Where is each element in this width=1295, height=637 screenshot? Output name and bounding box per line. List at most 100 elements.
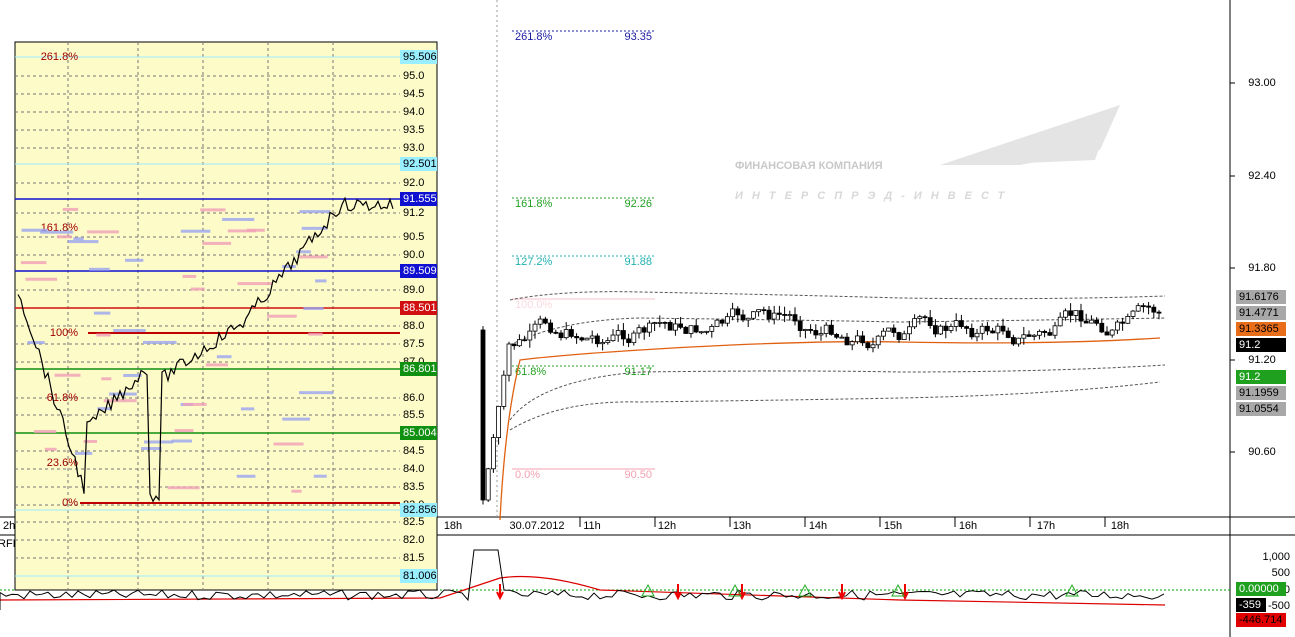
inset-axis-label: 93.0: [403, 142, 424, 154]
candle-body: [667, 322, 673, 331]
inset-tag-box: [400, 569, 437, 583]
candle-body: [990, 330, 995, 334]
volume-profile: [68, 240, 99, 244]
volume-profile: [183, 402, 207, 406]
volume-profile: [123, 373, 142, 377]
candle-body: [761, 309, 767, 312]
volume-profile: [62, 207, 79, 211]
candle-body: [688, 325, 694, 334]
indicator-axis-label: 500: [1272, 567, 1290, 579]
volume-profile: [299, 391, 334, 395]
candle-body: [704, 330, 709, 333]
candle-body: [615, 330, 621, 336]
fib-ratio: 100.0%: [515, 299, 553, 311]
volume-profile: [298, 255, 328, 259]
candle-body: [1047, 332, 1053, 336]
candle-body: [855, 335, 860, 343]
fib-price: 90.50: [624, 469, 652, 481]
candle-body: [563, 329, 569, 339]
candle-body: [1000, 325, 1006, 332]
price-tag: 91.2: [1239, 371, 1260, 383]
volume-profile: [21, 228, 48, 232]
volume-profile: [125, 258, 144, 262]
candle-body: [823, 324, 829, 334]
candle-body: [626, 338, 631, 344]
candle-body: [803, 329, 808, 331]
price-axis-label: 93.00: [1248, 77, 1276, 89]
buy-arrow: [798, 583, 812, 597]
candle-body: [496, 405, 502, 438]
inset-axis-label: 88.501: [403, 302, 437, 314]
candle-body: [1125, 316, 1131, 324]
volume-profile: [296, 250, 311, 254]
candle-body: [1073, 310, 1079, 316]
volume-profile: [282, 265, 296, 269]
inset-axis-label: 85.004: [403, 427, 437, 439]
volume-profile: [315, 279, 327, 283]
candle-body: [777, 312, 782, 315]
volume-profile: [144, 440, 174, 444]
candle-body: [1052, 325, 1058, 336]
time-axis-label: 17h: [1037, 520, 1055, 532]
volume-profile: [301, 226, 328, 230]
fib-ratio: 0.0%: [515, 469, 540, 481]
inset-tag-box: [400, 157, 437, 171]
candle-body: [792, 314, 798, 322]
candle-body: [751, 311, 756, 319]
inset-fib-label: 261.8%: [41, 51, 79, 63]
indicator-signal: [0, 575, 1166, 606]
candle-body: [730, 308, 735, 318]
candle-body: [917, 316, 923, 319]
candle-body: [985, 325, 990, 332]
volume-profile: [237, 282, 273, 286]
candle-body: [485, 468, 491, 501]
candle-body: [907, 326, 912, 335]
volume-profile: [113, 329, 146, 333]
candle-body: [1094, 319, 1099, 324]
candle-body: [527, 330, 533, 341]
candle-body: [480, 329, 486, 501]
candle-body: [501, 374, 507, 407]
candle-body: [1026, 334, 1032, 337]
volume-profile: [44, 447, 57, 451]
volume-profile: [202, 241, 232, 245]
buy-arrow: [728, 583, 742, 597]
volume-profile: [303, 306, 324, 310]
candle-body: [589, 335, 595, 339]
price-tag: 91.1959: [1239, 387, 1279, 399]
volume-profile: [171, 439, 192, 443]
indicator-line: [0, 549, 1165, 610]
fib-price: 91.88: [624, 256, 652, 268]
price-tag-box: [1236, 306, 1286, 320]
indicator-axis-label: 1,000: [1262, 551, 1290, 563]
inset-axis-label: 83.5: [403, 481, 424, 493]
candle-body: [1146, 305, 1151, 308]
candle-body: [1005, 330, 1011, 338]
price-tag: 91.3365: [1239, 323, 1279, 335]
candle-body: [995, 325, 1001, 334]
candle-body: [1042, 330, 1047, 333]
fib-ratio: 127.2%: [515, 256, 553, 268]
volume-profile: [25, 277, 58, 281]
candle-body: [834, 334, 839, 338]
indicator-axis-label: -500: [1268, 600, 1290, 612]
candle-body: [657, 321, 663, 324]
candle-body: [735, 308, 741, 316]
volume-profile: [313, 474, 327, 478]
candle-body: [860, 335, 865, 344]
candle-body: [787, 314, 793, 317]
candle-body: [844, 336, 850, 346]
sell-arrow: [838, 584, 846, 601]
inset-fib-label: 61.8%: [47, 392, 78, 404]
candle-body: [511, 343, 517, 347]
time-axis-label: 2h: [3, 520, 15, 532]
candle-body: [1151, 306, 1157, 313]
candle-body: [584, 337, 590, 341]
inset-axis-label: 94.5: [403, 88, 424, 100]
volume-profile: [88, 267, 110, 271]
candle-body: [600, 342, 605, 345]
candle-body: [699, 331, 704, 334]
candle-body: [532, 323, 538, 332]
indicator-tag-box: [1236, 598, 1266, 612]
